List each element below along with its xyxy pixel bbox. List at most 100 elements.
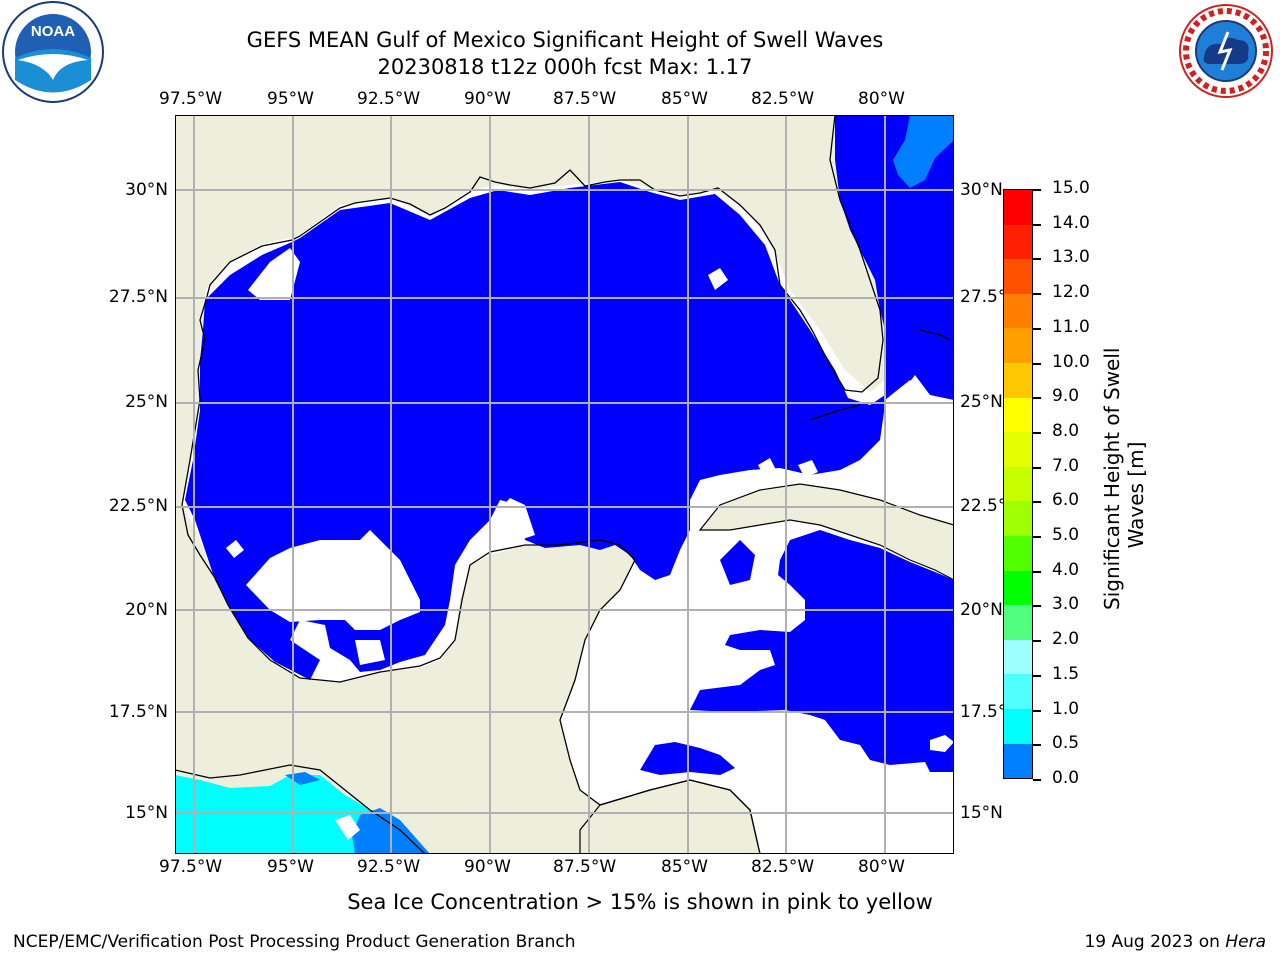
white-patch (700, 480, 725, 505)
lon-tick-top: 92.5°W (357, 89, 421, 109)
colorbar-segment (1004, 639, 1032, 675)
colorbar-tick-mark (1033, 675, 1041, 677)
colorbar-tick-label: 15.0 (1052, 178, 1090, 198)
colorbar-tick-mark (1033, 224, 1041, 226)
colorbar-tick-label: 13.0 (1052, 247, 1090, 267)
lon-tick-top: 87.5°W (553, 89, 617, 109)
colorbar-segment (1004, 466, 1032, 502)
colorbar-tick-mark (1033, 501, 1041, 503)
white-patch (930, 735, 954, 752)
lon-tick-bottom: 87.5°W (553, 857, 617, 877)
white-patch (335, 815, 360, 840)
lat-tick-left: 20°N (125, 600, 168, 620)
colorbar-segment (1004, 259, 1032, 294)
colorbar-tick-mark (1033, 189, 1041, 191)
colorbar-label-line2: Waves [m] (1124, 441, 1148, 549)
lat-tick-left: 30°N (125, 180, 168, 200)
white-patch (355, 640, 385, 665)
graticule (175, 115, 954, 854)
colorbar-label-line1: Significant Height of Swell (1100, 347, 1124, 610)
colorbar-tick-label: 8.0 (1052, 421, 1080, 441)
lon-tick-top: 80°W (858, 89, 905, 109)
colorbar-tick-mark (1033, 640, 1041, 642)
lat-tick-left: 17.5°N (108, 702, 168, 722)
colorbar-segment (1004, 535, 1032, 571)
white-patch (800, 718, 835, 748)
colorbar-tick-mark (1033, 779, 1041, 781)
colorbar-segment (1004, 605, 1032, 640)
colorbar-segment (1004, 224, 1032, 260)
lat-tick-left: 25°N (125, 392, 168, 412)
colorbar-tick-mark (1033, 397, 1041, 399)
colorbar-tick-mark (1033, 293, 1041, 295)
colorbar-tick-label: 11.0 (1052, 317, 1090, 337)
colorbar-segment (1004, 432, 1032, 467)
colorbar-segment (1004, 674, 1032, 709)
colorbar-tick-label: 3.0 (1052, 594, 1080, 614)
colorbar-segment (1004, 293, 1032, 329)
white-patch (226, 540, 244, 558)
colorbar-tick-label: 10.0 (1052, 352, 1090, 372)
white-patch (708, 268, 728, 290)
colorbar-tick-label: 14.0 (1052, 213, 1090, 233)
lon-tick-bottom: 85°W (661, 857, 708, 877)
colorbar-segment (1004, 328, 1032, 363)
colorbar-segment (1004, 190, 1032, 225)
colorbar-tick-mark (1033, 536, 1041, 538)
sea-ice-note: Sea Ice Concentration > 15% is shown in … (347, 890, 933, 914)
colorbar-tick-label: 1.0 (1052, 699, 1080, 719)
white-patch (490, 498, 535, 540)
lon-tick-top: 82.5°W (751, 89, 815, 109)
colorbar-tick-mark (1033, 432, 1041, 434)
lon-tick-top: 90°W (464, 89, 511, 109)
colorbar-tick-label: 0.5 (1052, 733, 1080, 753)
colorbar-tick-label: 12.0 (1052, 282, 1090, 302)
lon-tick-bottom: 92.5°W (357, 857, 421, 877)
lon-tick-bottom: 95°W (267, 857, 314, 877)
lat-tick-right: 25°N (960, 392, 1003, 412)
colorbar-tick-mark (1033, 258, 1041, 260)
lat-tick-right: 20°N (960, 600, 1003, 620)
colorbar-tick-label: 7.0 (1052, 456, 1080, 476)
colorbar-ticks: 15.0 14.0 13.0 12.0 11.0 10.0 9.0 8.0 7.0 6.0 5.0 4… (1033, 178, 1093, 788)
lon-tick-bottom: 90°W (464, 857, 511, 877)
colorbar-tick-mark (1033, 328, 1041, 330)
credit-text: NCEP/EMC/Verification Post Processing Pr… (13, 932, 576, 952)
colorbar-segment (1004, 362, 1032, 398)
colorbar-tick-mark (1033, 363, 1041, 365)
lon-tick-top: 97.5°W (159, 89, 223, 109)
colorbar-segment (1004, 501, 1032, 536)
white-patch (885, 380, 954, 455)
white-patch (248, 248, 300, 300)
colorbar-tick-label: 1.5 (1052, 664, 1080, 684)
map-panel (175, 115, 954, 854)
lat-tick-left: 22.5°N (108, 496, 168, 516)
lat-tick-left: 27.5°N (108, 287, 168, 307)
colorbar-tick-mark (1033, 744, 1041, 746)
lon-tick-bottom: 82.5°W (751, 857, 815, 877)
chart-title: GEFS MEAN Gulf of Mexico Significant Hei… (246, 28, 884, 52)
white-patch (798, 460, 818, 478)
chart-subtitle: 20230818 t12z 000h fcst Max: 1.17 (377, 55, 753, 79)
colorbar-tick-mark (1033, 467, 1041, 469)
white-patch (758, 458, 776, 478)
colorbar-segment (1004, 708, 1032, 744)
colorbar-tick-label: 5.0 (1052, 525, 1080, 545)
lon-tick-top: 85°W (661, 89, 708, 109)
colorbar (1003, 189, 1033, 779)
date-text: 19 Aug 2023 on (1084, 932, 1226, 952)
colorbar-segment (1004, 743, 1032, 779)
swell-region-05 (893, 115, 954, 188)
noaa-logo-text: NOAA (31, 23, 75, 40)
white-patch (246, 530, 420, 630)
colorbar-tick-mark (1033, 571, 1041, 573)
colorbar-tick-label: 2.0 (1052, 629, 1080, 649)
lat-tick-right: 30°N (960, 180, 1003, 200)
colorbar-tick-label: 9.0 (1052, 386, 1080, 406)
swell-region-0 (720, 540, 755, 585)
machine-name: Hera (1225, 932, 1266, 952)
colorbar-tick-label: 4.0 (1052, 560, 1080, 580)
colorbar-segment (1004, 397, 1032, 433)
lon-tick-top: 95°W (267, 89, 314, 109)
lat-tick-right: 15°N (960, 803, 1003, 823)
